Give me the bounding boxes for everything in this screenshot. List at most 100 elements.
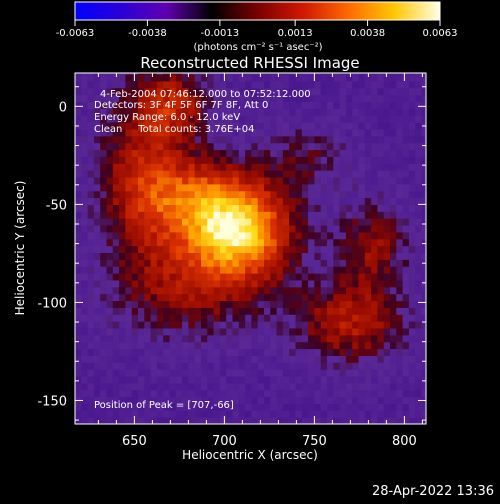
heatmap-cell — [226, 410, 234, 418]
heatmap-cell — [408, 108, 416, 116]
heatmap-cell — [390, 266, 397, 274]
heatmap-cell — [408, 73, 416, 82]
heatmap-cell — [119, 101, 126, 109]
heatmap-cell — [314, 307, 322, 315]
heatmap-cell — [339, 170, 347, 178]
heatmap-cell — [301, 259, 309, 267]
heatmap-cell — [251, 87, 259, 96]
heatmap-cell — [408, 87, 416, 96]
heatmap-cell — [421, 410, 426, 418]
heatmap-cell — [201, 300, 208, 308]
heatmap-cell — [377, 176, 385, 185]
heatmap-cell — [150, 94, 158, 103]
heatmap-cell — [81, 286, 89, 295]
heatmap-cell — [295, 135, 303, 144]
heatmap-cell — [194, 142, 202, 151]
heatmap-cell — [150, 122, 158, 130]
heatmap-cell — [106, 355, 114, 363]
heatmap-cell — [295, 197, 303, 205]
heatmap-cell — [194, 403, 202, 411]
heatmap-cell — [100, 403, 108, 411]
heatmap-cell — [308, 156, 315, 164]
heatmap-cell — [289, 293, 297, 302]
heatmap-cell — [289, 362, 297, 370]
heatmap-cell — [282, 300, 290, 308]
heatmap-cell — [308, 362, 315, 370]
heatmap-cell — [125, 327, 133, 336]
heatmap-cell — [364, 115, 372, 123]
heatmap-cell — [408, 417, 416, 424]
heatmap-cell — [421, 128, 426, 137]
heatmap-cell — [402, 259, 410, 267]
heatmap-cell — [295, 245, 303, 254]
heatmap-cell — [396, 211, 404, 219]
heatmap-cell — [163, 334, 171, 343]
heatmap-cell — [138, 396, 145, 405]
heatmap-cell — [327, 314, 334, 322]
heatmap-cell — [276, 197, 284, 205]
heatmap-cell — [219, 218, 227, 226]
heatmap-cell — [125, 382, 133, 391]
heatmap-cell — [163, 101, 171, 109]
heatmap-cell — [276, 115, 284, 123]
heatmap-cell — [402, 80, 410, 89]
heatmap-cell — [100, 224, 108, 233]
heatmap-cell — [156, 348, 164, 356]
heatmap-cell — [238, 403, 246, 411]
heatmap-cell — [402, 73, 410, 75]
heatmap-cell — [251, 135, 259, 144]
heatmap-cell — [264, 190, 271, 199]
heatmap-cell — [364, 218, 372, 226]
heatmap-cell — [81, 348, 89, 356]
heatmap-cell — [238, 135, 246, 144]
heatmap-cell — [93, 389, 101, 398]
heatmap-cell — [352, 101, 360, 109]
heatmap-cell — [100, 142, 108, 151]
heatmap-cell — [106, 279, 114, 288]
heatmap-cell — [175, 238, 183, 247]
heatmap-cell — [320, 204, 328, 212]
heatmap-cell — [320, 94, 328, 103]
heatmap-cell — [93, 252, 101, 260]
heatmap-cell — [308, 94, 315, 103]
heatmap-cell — [390, 286, 397, 295]
heatmap-cell — [402, 279, 410, 288]
heatmap-cell — [138, 321, 145, 329]
heatmap-cell — [219, 73, 227, 75]
heatmap-cell — [232, 286, 240, 295]
heatmap-cell — [144, 128, 152, 137]
heatmap-cell — [119, 73, 126, 75]
heatmap-cell — [264, 314, 271, 322]
heatmap-cell — [150, 266, 158, 274]
heatmap-cell — [295, 211, 303, 219]
heatmap-cell — [295, 238, 303, 247]
heatmap-cell — [276, 417, 284, 424]
heatmap-cell — [226, 183, 234, 192]
heatmap-cell — [270, 403, 278, 411]
heatmap-cell — [314, 149, 322, 157]
heatmap-cell — [163, 327, 171, 336]
heatmap-cell — [207, 293, 215, 302]
heatmap-cell — [131, 417, 139, 424]
heatmap-cell — [402, 327, 410, 336]
heatmap-cell — [371, 197, 378, 205]
heatmap-cell — [339, 128, 347, 137]
heatmap-cell — [81, 149, 89, 157]
heatmap-cell — [238, 73, 246, 82]
heatmap-cell — [257, 149, 265, 157]
heatmap-cell — [270, 94, 278, 103]
heatmap-cell — [358, 128, 366, 137]
heatmap-cell — [352, 176, 360, 185]
plot-frame — [74, 72, 427, 425]
heatmap-cell — [308, 266, 315, 274]
heatmap-cell — [402, 176, 410, 185]
heatmap-cell — [232, 238, 240, 247]
heatmap-cell — [396, 176, 404, 185]
heatmap-cell — [371, 327, 378, 336]
heatmap-cell — [169, 87, 177, 96]
heatmap-cell — [201, 190, 208, 199]
heatmap-cell — [112, 211, 120, 219]
x-tick-label: 800 — [392, 434, 417, 449]
heatmap-cell — [301, 382, 309, 391]
heatmap-cell — [333, 73, 341, 75]
